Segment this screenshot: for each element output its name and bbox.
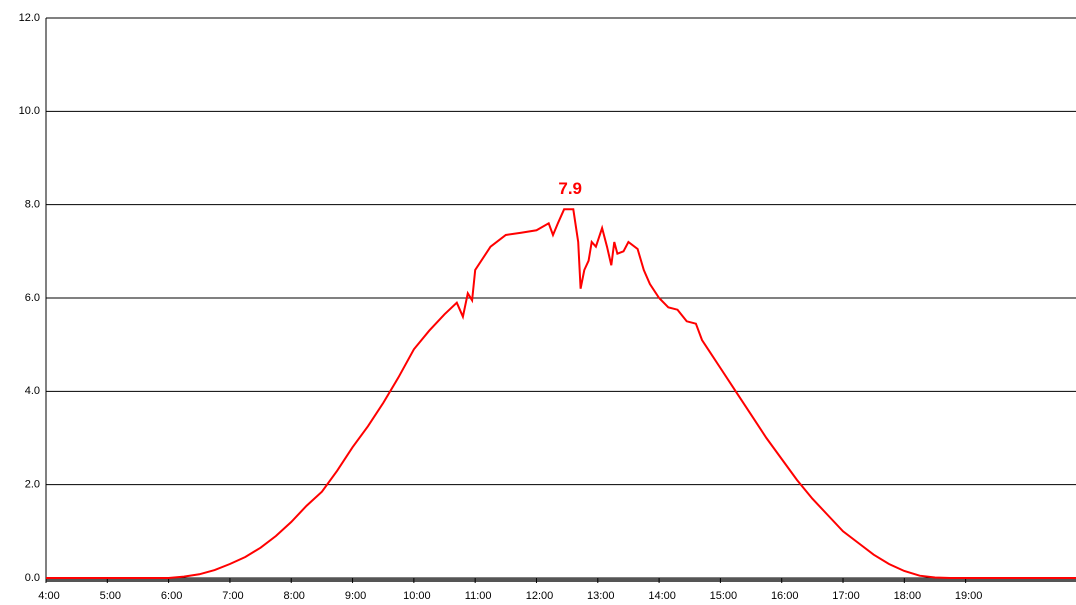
x-tick-label: 7:00 [222,590,243,602]
y-tick-label: 0.0 [25,572,40,584]
y-tick-label: 10.0 [19,105,40,117]
peak-label: 7.9 [558,179,582,198]
x-tick-label: 15:00 [710,590,738,602]
x-tick-label: 18:00 [894,590,922,602]
x-tick-label: 19:00 [955,590,983,602]
x-tick-label: 13:00 [587,590,615,602]
x-tick-label: 16:00 [771,590,799,602]
x-tick-label: 8:00 [284,590,305,602]
x-tick-label: 17:00 [832,590,860,602]
x-tick-label: 10:00 [403,590,431,602]
line [46,208,1076,579]
y-tick-label: 8.0 [25,199,40,211]
x-tick-label: 9:00 [345,590,366,602]
x-tick-label: 11:00 [465,590,492,602]
x-tick-label: 6:00 [161,590,182,602]
y-tick-label: 4.0 [25,385,40,397]
x-tick-label: 4:00 [38,590,59,602]
y-tick-label: 12.0 [19,12,40,24]
x-tick-label: 12:00 [526,590,554,602]
y-tick-label: 6.0 [25,292,40,304]
x-axis [46,578,1076,582]
y-tick-label: 2.0 [25,479,40,491]
x-tick-label: 14:00 [648,590,676,602]
x-tick-label: 5:00 [100,590,121,602]
